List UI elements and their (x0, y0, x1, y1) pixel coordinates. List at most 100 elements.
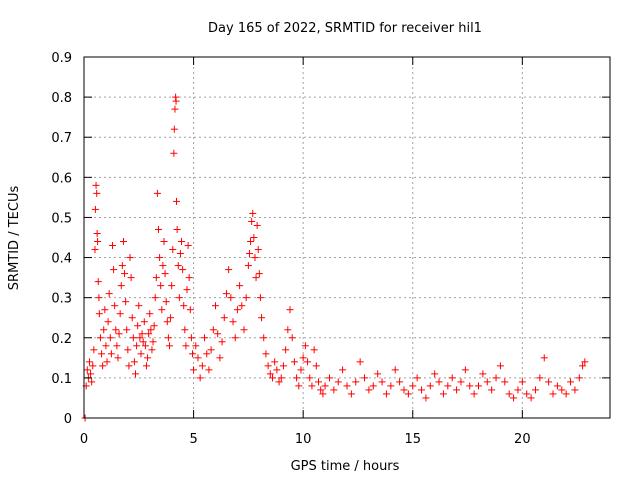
data-point (95, 310, 103, 318)
data-point (100, 326, 108, 334)
data-point (315, 378, 323, 386)
data-point (85, 358, 93, 366)
data-point (93, 189, 101, 197)
plot-frame (83, 56, 611, 419)
data-point (262, 350, 270, 358)
data-point (242, 294, 250, 302)
data-point (134, 322, 142, 330)
data-point (198, 362, 206, 370)
data-point (365, 386, 373, 394)
data-point (94, 278, 102, 286)
data-point (201, 334, 209, 342)
data-point (523, 390, 531, 398)
data-point (514, 386, 522, 394)
data-points (81, 93, 589, 422)
y-tick-label: 0.5 (51, 211, 72, 226)
data-point (361, 374, 369, 382)
data-point (317, 386, 325, 394)
data-point (575, 374, 583, 382)
data-point (130, 358, 138, 366)
data-point (119, 238, 127, 246)
x-tick-label: 15 (404, 432, 421, 447)
data-point (254, 246, 262, 254)
data-point (271, 358, 279, 366)
data-point (299, 354, 307, 362)
data-point (159, 262, 167, 270)
data-point (185, 274, 193, 282)
data-point (98, 350, 106, 358)
data-point (163, 318, 171, 326)
data-point (475, 382, 482, 390)
y-tick-label: 0.2 (51, 332, 72, 347)
data-point (233, 306, 241, 314)
data-point (250, 234, 258, 241)
data-point (105, 290, 113, 298)
data-point (378, 378, 386, 386)
y-tick-label: 0.7 (51, 131, 72, 146)
data-point (87, 370, 95, 378)
data-point (140, 318, 148, 326)
data-point (113, 342, 121, 350)
data-point (169, 246, 177, 254)
data-point (133, 342, 141, 350)
data-point (121, 270, 129, 278)
data-point (186, 306, 194, 314)
data-point (293, 374, 301, 382)
data-point (147, 326, 155, 334)
data-point (334, 378, 342, 386)
data-point (96, 334, 104, 342)
data-point (137, 350, 145, 358)
data-point (117, 282, 125, 290)
data-point (203, 350, 211, 358)
data-point (470, 390, 478, 398)
data-point (220, 314, 228, 322)
data-point (501, 378, 509, 386)
data-point (567, 378, 575, 386)
data-point (404, 390, 412, 398)
data-point (325, 374, 333, 382)
data-point (170, 149, 178, 157)
data-point (158, 306, 166, 314)
data-point (141, 342, 149, 350)
data-point (116, 310, 124, 318)
data-point (553, 382, 561, 390)
data-point (290, 358, 298, 366)
data-point (251, 254, 259, 262)
data-point (396, 378, 404, 386)
data-point (483, 378, 491, 386)
data-point (356, 358, 364, 366)
data-point (170, 125, 178, 133)
data-point (387, 382, 395, 390)
data-point (304, 358, 312, 366)
data-point (162, 298, 170, 306)
data-point (107, 350, 115, 358)
data-point (179, 266, 187, 274)
x-tick-label: 5 (189, 432, 197, 447)
y-tick-label: 0 (64, 412, 72, 427)
data-point (94, 238, 102, 246)
data-point (93, 229, 101, 237)
data-point (352, 378, 360, 386)
data-point (99, 362, 107, 370)
data-point (505, 390, 513, 398)
data-point (207, 346, 215, 354)
data-point (106, 334, 114, 342)
data-point (89, 362, 97, 370)
data-point (172, 197, 180, 205)
data-point (253, 221, 261, 229)
data-point (444, 382, 452, 390)
data-point (153, 189, 161, 197)
data-point (92, 181, 100, 189)
data-point (222, 290, 230, 298)
data-point (453, 386, 461, 394)
data-point (90, 346, 98, 354)
data-point (426, 382, 434, 390)
data-point (562, 390, 570, 398)
data-point (112, 326, 120, 334)
data-point (295, 382, 303, 390)
data-point (144, 354, 152, 362)
data-point (288, 334, 296, 342)
data-point (216, 354, 224, 362)
data-point (264, 362, 272, 370)
